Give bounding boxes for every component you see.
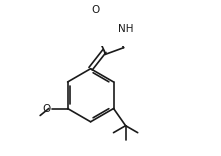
Text: O: O [91, 5, 100, 15]
Text: O: O [43, 104, 51, 114]
Text: NH: NH [118, 24, 134, 34]
